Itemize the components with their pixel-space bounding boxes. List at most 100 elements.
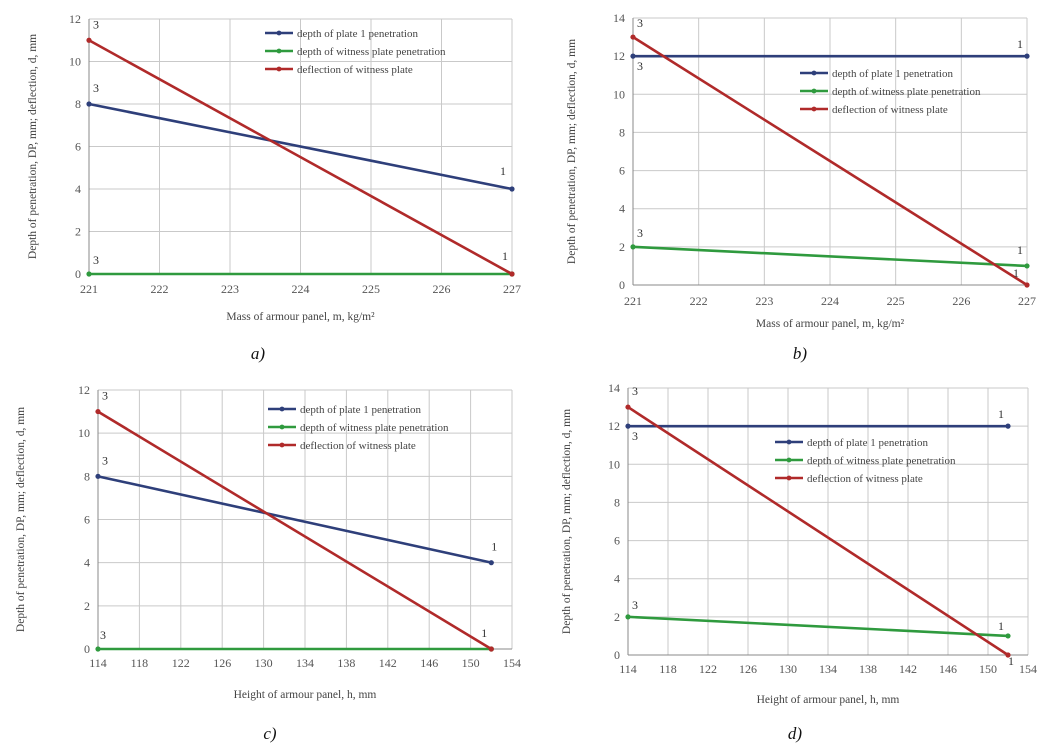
y-tick-label: 12	[69, 12, 81, 26]
y-tick-label: 8	[614, 495, 620, 509]
x-tick-label: 122	[172, 656, 190, 670]
x-tick-label: 122	[699, 662, 717, 676]
point-label: 3	[632, 384, 638, 398]
data-point	[625, 423, 631, 429]
y-tick-label: 2	[614, 610, 620, 624]
y-tick-label: 2	[619, 240, 625, 254]
legend-marker	[276, 30, 282, 36]
point-label: 3	[637, 59, 643, 73]
data-point	[630, 53, 636, 59]
x-tick-label: 224	[821, 294, 839, 308]
panel-caption: d)	[788, 724, 803, 743]
y-tick-label: 0	[84, 642, 90, 656]
legend-entry: deflection of witness plate	[297, 64, 413, 76]
data-point	[95, 473, 101, 479]
legend-marker	[276, 48, 282, 54]
point-label: 3	[637, 16, 643, 30]
point-label: 1	[998, 619, 1004, 633]
legend-marker	[279, 424, 285, 430]
x-tick-label: 226	[433, 282, 451, 296]
data-point	[625, 614, 631, 620]
series-line	[627, 405, 1009, 657]
data-point	[630, 34, 636, 40]
point-label: 3	[632, 598, 638, 612]
data-point	[630, 244, 636, 250]
legend-marker	[811, 106, 817, 112]
y-tick-label: 10	[608, 457, 620, 471]
legend-entry: depth of witness plate penetration	[832, 86, 981, 98]
x-tick-label: 224	[292, 282, 310, 296]
data-point	[1024, 263, 1030, 269]
series-line	[88, 102, 513, 191]
x-tick-label: 130	[779, 662, 797, 676]
x-tick-label: 150	[979, 662, 997, 676]
series-line	[632, 35, 1028, 287]
x-axis-title: Mass of armour panel, m, kg/m²	[226, 311, 375, 323]
data-point	[1024, 282, 1030, 288]
data-point	[488, 646, 494, 652]
legend-entry: depth of plate 1 penetration	[807, 437, 928, 449]
y-tick-label: 14	[608, 381, 620, 395]
y-tick-label: 14	[613, 11, 625, 25]
x-tick-label: 222	[151, 282, 169, 296]
point-label: 1	[1017, 243, 1023, 257]
x-tick-label: 221	[80, 282, 98, 296]
point-label: 3	[637, 226, 643, 240]
y-tick-label: 8	[619, 125, 625, 139]
y-tick-label: 4	[84, 556, 90, 570]
x-tick-label: 221	[624, 294, 642, 308]
legend-entry: deflection of witness plate	[832, 104, 948, 116]
x-tick-label: 142	[379, 656, 397, 670]
x-tick-label: 227	[503, 282, 521, 296]
y-tick-label: 6	[619, 164, 625, 178]
legend-entry: deflection of witness plate	[300, 440, 416, 452]
data-point	[488, 560, 494, 566]
point-label: 1	[481, 626, 487, 640]
point-label: 3	[93, 17, 99, 31]
x-tick-label: 114	[89, 656, 107, 670]
series-line	[627, 615, 1009, 638]
chart-panel-4: 0 2 4 6 8 10 12 14 114 118 122 126 130 134 138 142 146 15…	[561, 381, 1037, 743]
x-tick-label: 118	[131, 656, 149, 670]
x-tick-label: 142	[899, 662, 917, 676]
panel-caption: a)	[251, 344, 266, 363]
y-tick-label: 0	[614, 648, 620, 662]
data-point	[625, 404, 631, 410]
y-tick-label: 4	[619, 202, 625, 216]
y-tick-label: 10	[613, 87, 625, 101]
y-tick-label: 6	[75, 140, 81, 154]
y-axis-title: Depth of penetration, DP, mm; deflection…	[15, 407, 27, 632]
x-axis-title: Height of armour panel, h, mm	[757, 694, 900, 706]
y-tick-label: 6	[84, 513, 90, 527]
data-point	[95, 408, 101, 415]
y-axis-title: Depth of penetration, DP, mm; deflection…	[566, 39, 578, 264]
panel-caption: b)	[793, 344, 808, 363]
x-tick-label: 126	[213, 656, 231, 670]
data-point	[86, 271, 92, 277]
point-label: 3	[102, 453, 108, 467]
x-tick-label: 146	[420, 656, 438, 670]
chart-panel-3: 0 2 4 6 8 10 12 114 118 122 126 130 134 138 142 146 150 1…	[15, 383, 521, 743]
data-point	[86, 101, 92, 107]
x-tick-label: 150	[462, 656, 480, 670]
panel-caption: c)	[263, 724, 277, 743]
point-label: 3	[93, 81, 99, 95]
y-tick-label: 10	[78, 426, 90, 440]
x-tick-label: 130	[255, 656, 273, 670]
y-tick-label: 0	[75, 267, 81, 281]
x-axis-title: Mass of armour panel, m, kg/m²	[756, 318, 905, 330]
legend-marker	[276, 66, 282, 72]
chart-panel-1: 0 2 4 6 8 10 12 221 222 223 224 225 226 227 Mass of ar…	[27, 12, 521, 363]
chart-panel-2: 0 2 4 6 8 10 12 14 221 222 223 224 225 226 227 Mass of …	[566, 11, 1036, 363]
x-tick-label: 134	[296, 656, 314, 670]
x-tick-label: 227	[1018, 294, 1036, 308]
x-tick-label: 134	[819, 662, 837, 676]
legend-marker	[786, 457, 792, 463]
x-tick-label: 223	[221, 282, 239, 296]
legend-marker	[279, 442, 285, 448]
x-tick-label: 114	[619, 662, 637, 676]
y-tick-label: 8	[75, 97, 81, 111]
data-point	[95, 646, 101, 652]
data-point	[1005, 423, 1011, 429]
